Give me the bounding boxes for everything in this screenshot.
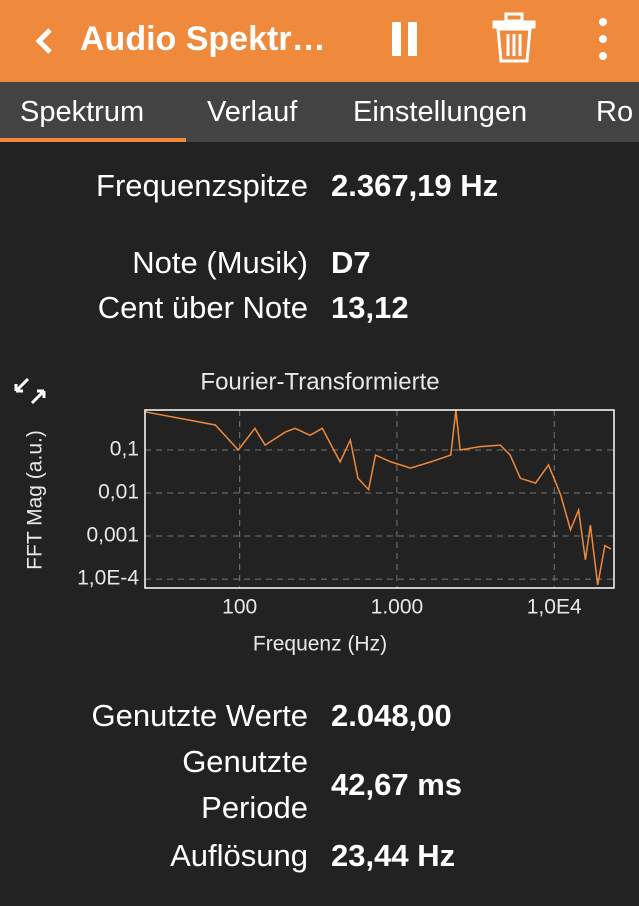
tab[interactable]: Verlauf xyxy=(207,96,298,128)
field-value: 13,12 xyxy=(331,290,409,325)
plot-frame xyxy=(144,409,615,589)
y-axis-label: FFT Mag (a.u.) xyxy=(24,430,47,570)
tab[interactable]: Spektrum xyxy=(20,96,145,128)
app-bar: Audio Spektr… xyxy=(0,0,639,82)
pause-button[interactable] xyxy=(392,22,401,56)
y-tick-label: 0,001 xyxy=(86,524,139,547)
tab[interactable]: Einstellungen xyxy=(353,96,528,128)
app-bar-icons xyxy=(35,12,607,63)
app-title: Audio Spektr… xyxy=(80,20,326,58)
field-label: Auflösung xyxy=(170,838,308,873)
field-value: 2.048,00 xyxy=(331,698,452,733)
delete-button[interactable] xyxy=(492,12,536,63)
x-tick-label: 1,0E4 xyxy=(527,596,582,619)
field-label: Frequenzspitze xyxy=(96,168,308,203)
field-label: Note (Musik) xyxy=(132,245,308,280)
field-label: Genutzte Periode xyxy=(182,744,308,825)
x-tick-label: 100 xyxy=(222,596,257,619)
menu-button[interactable] xyxy=(599,18,607,60)
expand-button[interactable] xyxy=(14,377,46,405)
spectrum-line xyxy=(144,409,612,586)
field-value: 23,44 Hz xyxy=(331,838,456,873)
x-axis-label: Frequenz (Hz) xyxy=(253,633,387,656)
back-button[interactable] xyxy=(35,28,52,54)
chart-title: Fourier-Transformierte xyxy=(200,368,439,395)
field-label: Cent über Note xyxy=(97,290,308,325)
field-value: 42,67 ms xyxy=(331,767,462,802)
pause-button-bar xyxy=(408,22,417,56)
active-tab-indicator xyxy=(0,138,186,142)
y-tick-label: 1,0E-4 xyxy=(77,567,139,590)
field-label: Genutzte Werte xyxy=(91,698,308,733)
tab-bar: Spektrum Verlauf Einstellungen Ro xyxy=(0,82,639,142)
field-value: D7 xyxy=(331,245,371,280)
y-tick-label: 0,1 xyxy=(110,438,139,461)
x-tick-label: 1.000 xyxy=(371,596,424,619)
field-value: 2.367,19 Hz xyxy=(331,168,499,203)
y-tick-label: 0,01 xyxy=(98,481,139,504)
tab[interactable]: Ro xyxy=(596,96,634,128)
chart: Fourier-Transformierte Frequenz (Hz) FFT… xyxy=(14,368,615,656)
